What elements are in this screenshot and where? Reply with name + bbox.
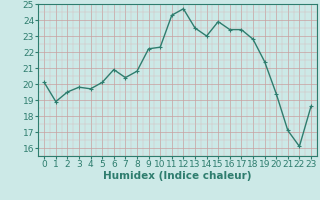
- X-axis label: Humidex (Indice chaleur): Humidex (Indice chaleur): [103, 171, 252, 181]
